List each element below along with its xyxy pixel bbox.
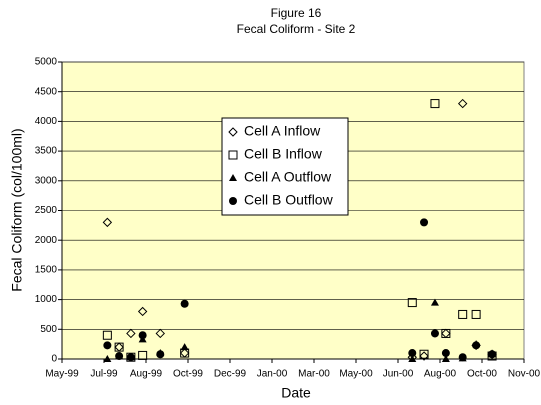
point xyxy=(138,350,148,360)
point xyxy=(419,349,429,359)
point xyxy=(137,306,148,317)
y-tick-label: 1000 xyxy=(35,294,58,305)
legend-marker xyxy=(228,127,238,137)
x-tick-label: Mar-00 xyxy=(298,369,330,380)
point xyxy=(408,349,417,358)
legend-label: Cell B Outflow xyxy=(244,192,334,208)
point xyxy=(408,355,417,362)
point xyxy=(419,351,429,361)
point xyxy=(138,331,147,340)
x-tick-label: May-00 xyxy=(339,369,373,380)
point xyxy=(420,218,429,227)
legend-marker xyxy=(229,174,237,181)
x-tick-label: Oct-00 xyxy=(467,369,497,380)
point xyxy=(180,343,189,351)
chart-title: Figure 16 xyxy=(271,6,322,20)
x-tick-label: Jun-00 xyxy=(383,369,414,380)
x-tick-label: Jul-99 xyxy=(90,369,118,380)
point xyxy=(156,350,165,359)
y-tick-label: 3000 xyxy=(35,175,58,186)
point xyxy=(430,298,439,306)
y-tick-label: 2000 xyxy=(35,235,58,246)
legend-label: Cell B Inflow xyxy=(244,146,323,162)
y-tick-label: 500 xyxy=(40,324,57,335)
y-tick-label: 4500 xyxy=(35,86,58,97)
point xyxy=(102,330,112,340)
point xyxy=(441,349,450,358)
x-tick-label: Dec-99 xyxy=(214,369,247,380)
point xyxy=(472,341,481,350)
x-tick-label: May-99 xyxy=(45,369,79,380)
point xyxy=(115,352,124,361)
point xyxy=(430,99,440,109)
point xyxy=(430,329,439,338)
point xyxy=(471,309,481,319)
y-tick-label: 2500 xyxy=(35,205,58,216)
point xyxy=(488,350,497,359)
point xyxy=(155,328,165,339)
legend-marker xyxy=(228,150,238,160)
legend-box xyxy=(221,117,349,216)
point xyxy=(457,98,468,109)
y-tick-label: 3500 xyxy=(35,146,58,157)
point xyxy=(102,217,113,228)
legend-label: Cell A Inflow xyxy=(244,123,321,139)
x-tick-label: Aug-00 xyxy=(424,369,457,380)
legend-label: Cell A Outflow xyxy=(244,169,332,185)
x-tick-label: Oct-99 xyxy=(173,369,203,380)
y-tick-label: 4000 xyxy=(35,116,58,127)
point xyxy=(441,355,450,362)
point xyxy=(458,353,467,362)
x-axis-title: Date xyxy=(281,385,311,401)
point xyxy=(103,341,112,350)
point xyxy=(407,298,417,308)
point xyxy=(114,342,124,352)
legend-marker xyxy=(229,197,237,205)
y-tick-label: 0 xyxy=(51,354,57,365)
point xyxy=(103,355,112,362)
y-axis-title: Fecal Coliform (col/100ml) xyxy=(9,128,25,291)
point xyxy=(126,328,136,339)
chart-subtitle: Fecal Coliform - Site 2 xyxy=(237,22,356,36)
point xyxy=(126,353,135,362)
point xyxy=(458,309,468,319)
y-tick-label: 5000 xyxy=(35,57,58,68)
x-tick-label: Nov-00 xyxy=(508,369,541,380)
y-tick-label: 1500 xyxy=(35,265,58,276)
x-tick-label: Jan-00 xyxy=(257,369,288,380)
x-tick-label: Aug-99 xyxy=(130,369,163,380)
point xyxy=(180,299,189,308)
point xyxy=(441,328,451,338)
